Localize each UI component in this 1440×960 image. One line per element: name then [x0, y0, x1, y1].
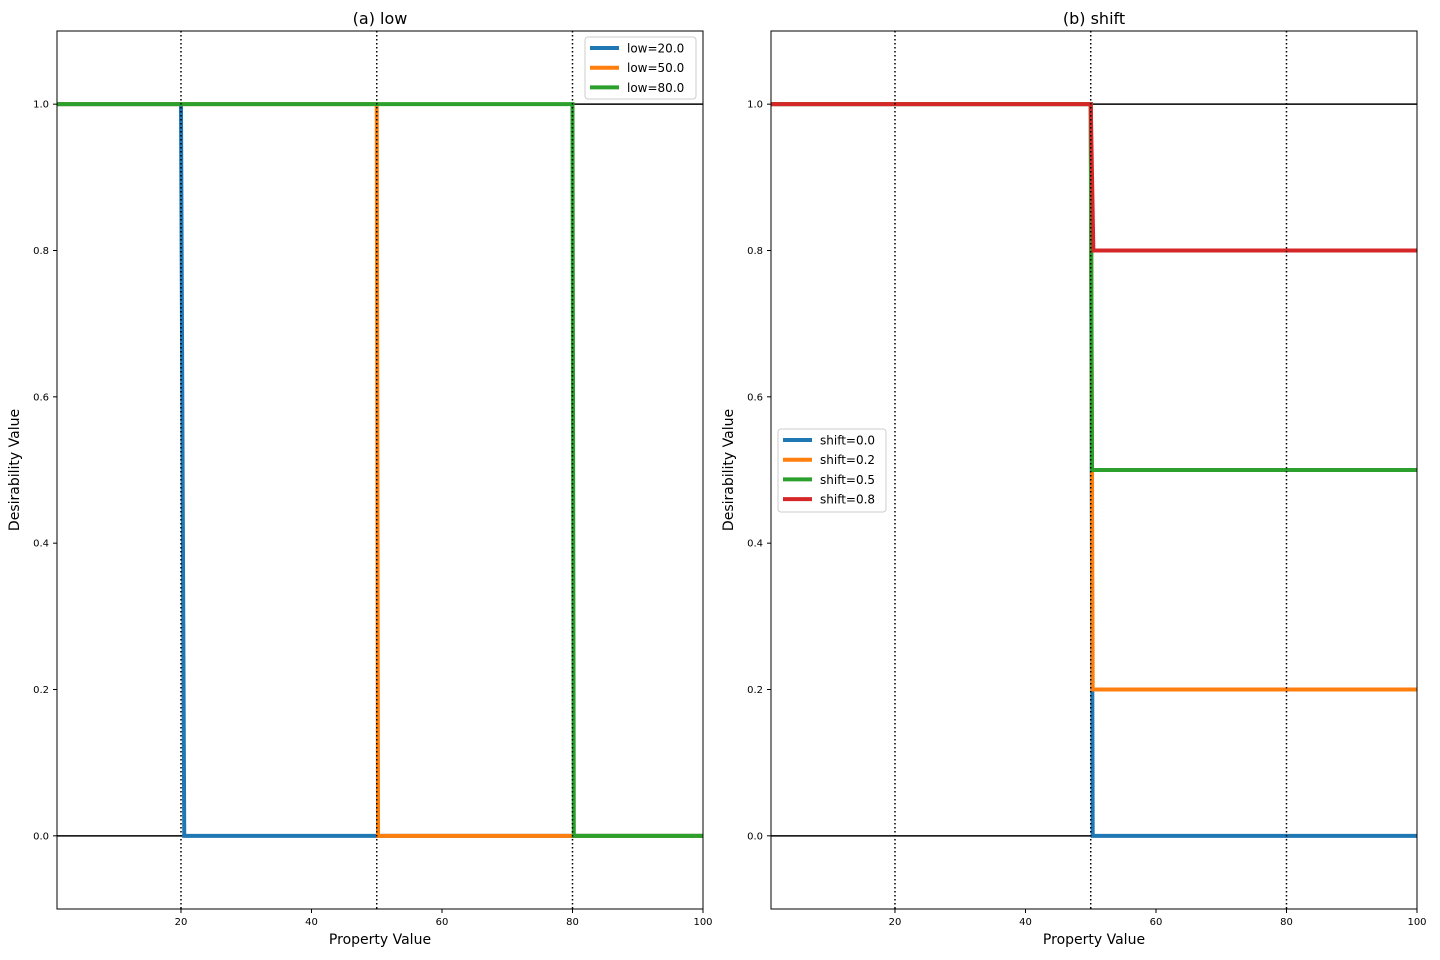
y-tick-label: 1.0 [747, 100, 763, 111]
y-tick-label: 0.8 [747, 246, 763, 257]
y-tick-label: 0.2 [747, 685, 763, 696]
plot-area [57, 31, 703, 909]
y-tick-label: 0.2 [33, 685, 49, 696]
x-axis-label: Property Value [1043, 932, 1145, 948]
legend-label: low=20.0 [627, 42, 684, 56]
x-tick-label: 60 [1150, 917, 1163, 928]
legend: low=20.0 low=50.0 low=80.0 [584, 36, 697, 100]
x-tick-label: 20 [175, 917, 188, 928]
legend-box [777, 428, 887, 513]
legend-label: low=80.0 [627, 81, 684, 95]
axes-frame [770, 30, 1418, 910]
legend-box [584, 36, 697, 100]
y-axis-label: Desirability Value [721, 409, 737, 531]
y-axis-label: Desirability Value [7, 409, 23, 531]
series-line-shift-0-8 [771, 102, 1417, 253]
y-tick-label: 0.0 [33, 831, 49, 842]
x-axis-label: Property Value [329, 932, 431, 948]
chart-panel-low: 20 40 60 80 100 0.0 0.2 0.4 0.6 0.8 1.0 (a) low Prop… [7, 9, 713, 948]
legend-label: low=50.0 [627, 61, 684, 75]
x-tick-label: 80 [566, 917, 579, 928]
x-tick-label: 20 [889, 917, 902, 928]
x-tick-label: 40 [305, 917, 318, 928]
y-tick-label: 0.0 [747, 831, 763, 842]
legend-label: shift=0.0 [820, 434, 875, 448]
series-line-shift-0-5 [771, 102, 1417, 472]
series-line-low-80-0 [57, 102, 703, 838]
series-line-low-50-0 [57, 102, 703, 838]
y-tick-label: 1.0 [33, 100, 49, 111]
y-tick-label: 0.6 [33, 392, 49, 403]
x-tick-label: 80 [1280, 917, 1293, 928]
legend-label: shift=0.8 [820, 493, 875, 507]
plot-area [771, 31, 1417, 909]
axes-frame [56, 30, 704, 910]
y-tick-label: 0.4 [33, 539, 49, 550]
chart-title: (b) shift [1063, 9, 1125, 28]
series-line-low-20-0 [57, 102, 703, 838]
legend: shift=0.0 shift=0.2 shift=0.5 shift=0.8 [777, 428, 887, 513]
x-tick-label: 40 [1019, 917, 1032, 928]
legend-label: shift=0.2 [820, 453, 875, 467]
y-tick-label: 0.8 [33, 246, 49, 257]
chart-title: (a) low [353, 9, 408, 28]
legend-label: shift=0.5 [820, 473, 875, 487]
y-tick-label: 0.6 [747, 392, 763, 403]
x-tick-label: 100 [1407, 917, 1426, 928]
x-tick-label: 100 [693, 917, 712, 928]
y-tick-label: 0.4 [747, 539, 763, 550]
x-tick-label: 60 [436, 917, 449, 928]
chart-panel-shift: 20 40 60 80 100 0.0 0.2 0.4 0.6 0.8 1.0 (b) shift Pr… [721, 9, 1427, 948]
